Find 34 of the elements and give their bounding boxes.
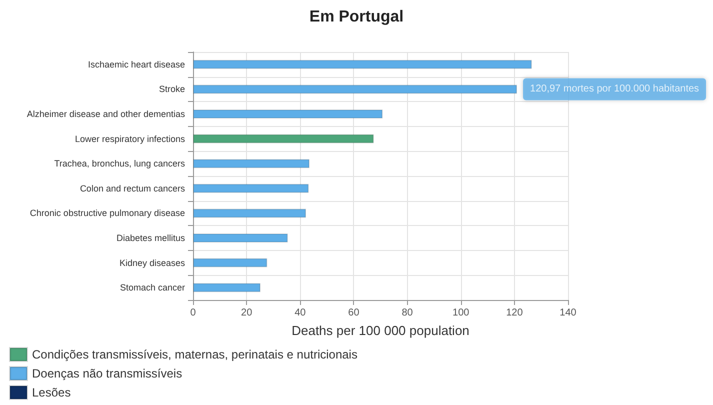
annotation: 120,97 mortes por 100.000 habitantes [530,84,700,95]
y-tick-label: Diabetes mellitus [116,233,186,243]
bar [193,60,532,69]
x-axis-title: Deaths per 100 000 population [292,323,470,338]
legend-label: Doenças não transmissíveis [32,366,182,380]
y-tick-label: Ischaemic heart disease [88,59,185,70]
x-tick-label: 120 [506,308,524,318]
bar [193,208,306,218]
legend-label: Condições transmissíveis, maternas, perinatais e nutricionais [32,348,358,362]
bar [193,84,518,94]
x-tick-label: 80 [402,308,414,318]
y-tick-label: Colon and rectum cancers [80,183,186,194]
legend-label: Lesões [32,386,71,400]
y-tick-label: Trachea, bronchus, lung cancers [54,158,186,169]
chart-title: Em Portugal [309,8,404,26]
bar [193,159,310,168]
bar [193,283,260,292]
y-tick-label: Chronic obstructive pulmonary disease [30,208,185,218]
bar [193,184,309,193]
x-tick-label: 100 [452,308,470,318]
x-tick-label: 60 [348,308,360,318]
y-tick-label: Stomach cancer [120,282,185,293]
bar [193,258,268,268]
bar [193,134,374,144]
bar [193,110,383,118]
x-tick-label: 40 [294,308,306,318]
y-tick-label: Alzheimer disease and other dementias [26,109,186,119]
x-tick-label: 140 [560,308,577,318]
bar [193,234,288,242]
y-tick-label: Kidney diseases [119,258,186,268]
x-tick-label: 0 [190,308,196,318]
y-tick-label: Stroke [158,84,185,94]
y-tick-label: Lower respiratory infections [74,134,186,144]
x-tick-label: 20 [241,308,253,318]
